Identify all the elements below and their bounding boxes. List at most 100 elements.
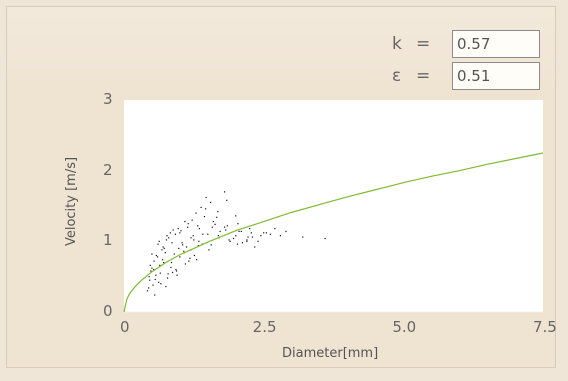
scatter-point [247, 236, 249, 238]
scatter-point [161, 259, 164, 261]
scatter-point [209, 201, 212, 204]
scatter-point [198, 228, 201, 230]
scatter-point [193, 239, 195, 241]
scatter-point [240, 230, 242, 233]
scatter-point [285, 230, 287, 233]
scatter-point [254, 246, 256, 248]
scatter-point [211, 226, 213, 228]
scatter-point [189, 257, 191, 259]
scatter-point [157, 243, 159, 245]
scatter-point [204, 208, 207, 210]
scatter-point [166, 235, 168, 237]
scatter-point [269, 233, 271, 235]
scatter-point [147, 287, 150, 289]
k-input[interactable]: 0.57 [452, 30, 540, 58]
scatter-point [168, 237, 170, 239]
scatter-point [217, 235, 220, 237]
scatter-point [249, 228, 251, 230]
scatter-point [238, 230, 240, 233]
scatter-point [161, 249, 163, 251]
x-axis-title: Diameter[mm] [282, 346, 379, 361]
scatter-point [149, 279, 151, 281]
scatter-point [235, 215, 237, 217]
scatter-point [154, 294, 156, 296]
scatter-point [172, 229, 174, 231]
scatter-point [175, 269, 177, 271]
scatter-point [146, 290, 149, 292]
scatter-point [219, 230, 221, 233]
scatter-point [151, 267, 153, 269]
scatter-point [163, 247, 165, 249]
scatter-point [182, 244, 184, 246]
scatter-point [170, 261, 173, 264]
scatter-point [208, 249, 210, 251]
scatter-point [181, 242, 183, 244]
scatter-point [197, 244, 199, 247]
scatter-point [226, 199, 228, 201]
scatter-point [217, 211, 219, 213]
scatter-point [195, 212, 197, 214]
scatter-point [150, 270, 152, 272]
scatter-point [192, 235, 194, 237]
scatter-point [185, 246, 188, 248]
scatter-point [241, 242, 244, 244]
scatter-point [184, 220, 186, 223]
scatter-point [212, 220, 214, 223]
scatter-point [274, 228, 276, 230]
scatter-point [202, 233, 204, 235]
scatter-point [165, 239, 168, 241]
scatter-point [191, 219, 193, 221]
scatter-point [149, 264, 151, 266]
scatter-point [152, 284, 154, 286]
scatter-point [169, 232, 171, 234]
y-tick-label: 1 [103, 231, 113, 250]
scatter-point [153, 260, 155, 262]
scatter-point [166, 277, 169, 279]
k-equals: = [416, 34, 431, 54]
scatter-point [187, 223, 189, 225]
scatter-point [179, 256, 181, 258]
scatter-point [223, 191, 226, 193]
scatter-point [187, 226, 189, 228]
scatter-point [184, 263, 187, 265]
scatter-point [174, 233, 176, 235]
y-axis-title: Velocity [m/s] [64, 156, 80, 247]
epsilon-input[interactable]: 0.51 [452, 62, 540, 90]
scatter-point [197, 225, 199, 227]
scatter-point [260, 235, 262, 237]
plot-area [124, 100, 543, 312]
scatter-point [170, 266, 172, 269]
x-tick-label: 5.0 [392, 318, 417, 336]
scatter-point [196, 259, 198, 261]
k-label: k [392, 34, 402, 54]
scatter-point [246, 239, 248, 241]
scatter-point [167, 273, 169, 275]
scatter-point [158, 240, 160, 242]
scatter-point [200, 206, 202, 209]
scatter-point [207, 233, 209, 235]
scatter-point [237, 223, 239, 225]
scatter-point [162, 246, 164, 248]
scatter-point [246, 240, 248, 242]
scatter-point [214, 223, 216, 225]
scatter-point [175, 270, 178, 272]
scatter-point [232, 237, 235, 240]
scatter-point [251, 236, 254, 238]
scatter-point [226, 225, 228, 227]
scatter-point [180, 230, 182, 232]
scatter-point [257, 240, 259, 242]
epsilon-equals: = [416, 66, 431, 86]
scatter-point [159, 264, 161, 266]
scatter-point [228, 239, 230, 241]
scatter-point [210, 244, 212, 246]
scatter-point [171, 242, 173, 244]
scatter-point [178, 247, 180, 249]
scatter-point [216, 216, 218, 218]
scatter-point [302, 236, 304, 238]
fit-curve [123, 152, 544, 313]
y-tick-label: 0 [103, 302, 113, 320]
scatter-point [250, 232, 252, 234]
scatter-point [183, 250, 185, 252]
scatter-point [177, 228, 179, 230]
scatter-point [159, 272, 161, 274]
